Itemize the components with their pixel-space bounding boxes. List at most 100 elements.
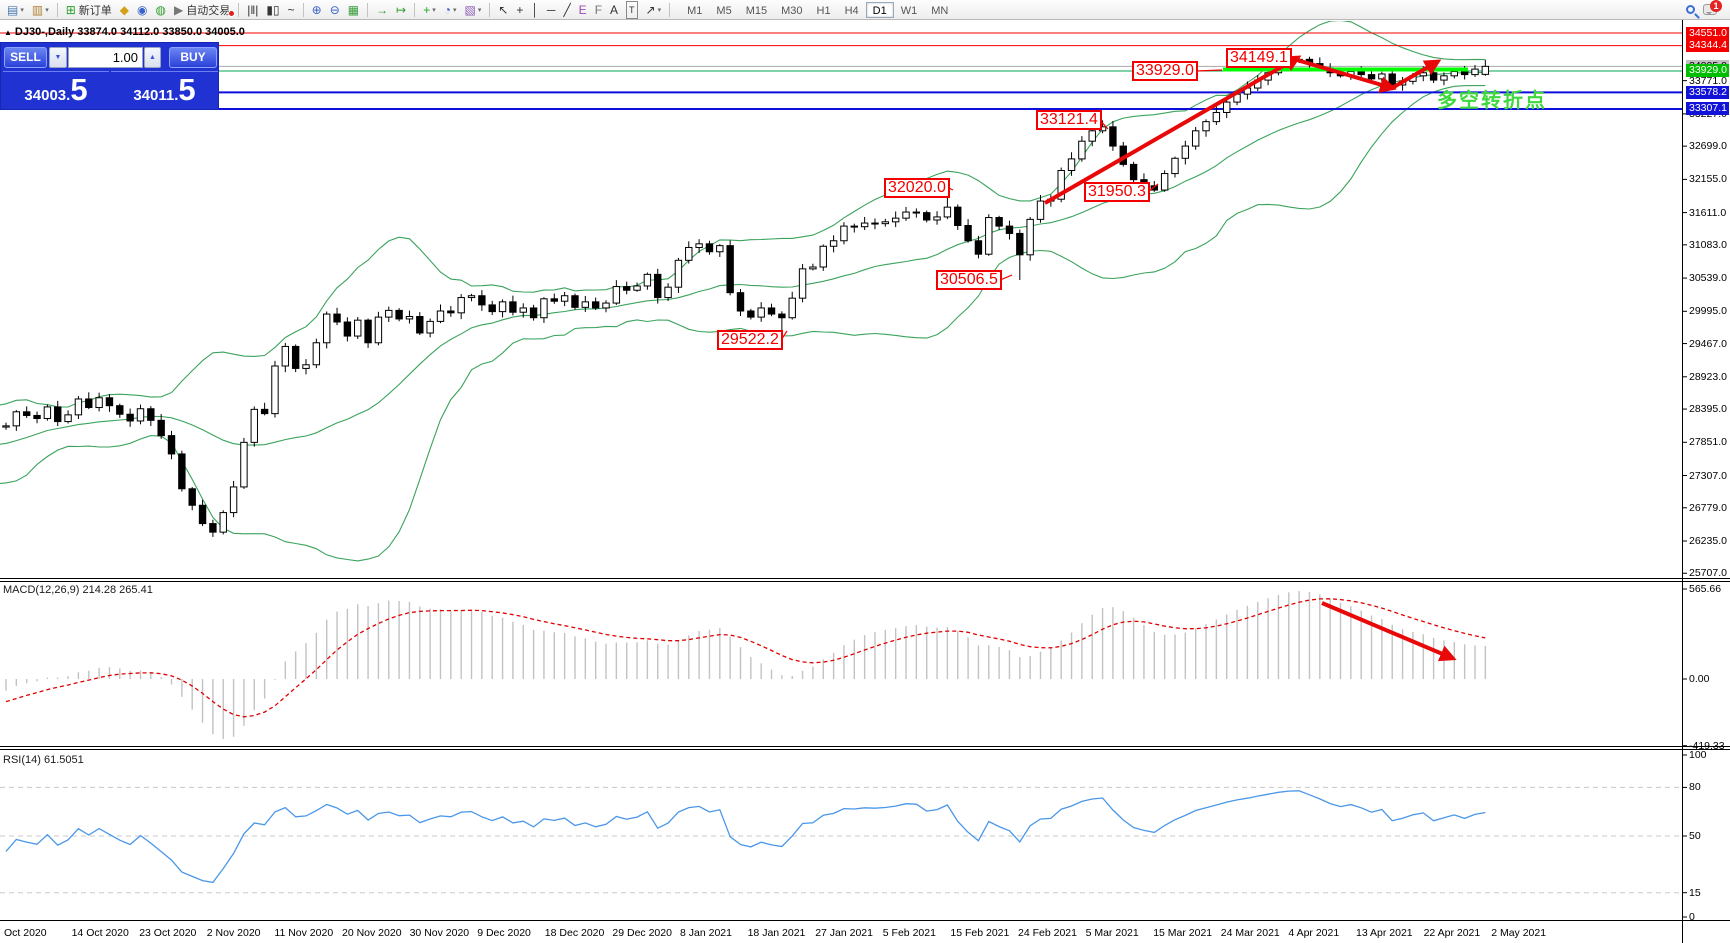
navigator-icon: ◆	[119, 2, 130, 17]
fibonacci-icon[interactable]: F	[591, 1, 606, 18]
volume-increase-button[interactable]: ▲	[144, 47, 161, 68]
timeframe-h1[interactable]: H1	[816, 4, 831, 17]
crosshair-icon: +	[516, 2, 524, 17]
buy-button[interactable]: BUY	[169, 47, 217, 68]
price-axis[interactable]	[1682, 20, 1730, 943]
terminal-icon[interactable]: ◉	[133, 1, 151, 18]
autotrading-icon: ▶	[173, 2, 184, 17]
timeframe-m1[interactable]: M1	[687, 4, 703, 17]
new-chart-dropdown-icon[interactable]: ▾	[20, 6, 24, 14]
autotrading-button[interactable]: ▶ 自动交易	[170, 1, 236, 18]
price-annotation[interactable]: 30506.5	[936, 270, 1002, 291]
crosshair-icon[interactable]: +	[512, 1, 527, 18]
trendline-icon: ╱	[563, 2, 571, 17]
toolbar-separator	[367, 2, 369, 17]
toolbar-separator	[489, 2, 491, 17]
timeframe-h4[interactable]: H4	[844, 4, 859, 17]
tile-windows-icon[interactable]: ▦	[344, 1, 363, 18]
text-label-icon[interactable]: T	[622, 0, 642, 19]
price-annotation[interactable]: 31950.3	[1084, 181, 1150, 202]
zoom-in-icon[interactable]: ⊕	[308, 1, 326, 18]
price-annotation[interactable]: 32020.0	[884, 177, 950, 198]
templates-icon: ▧	[464, 2, 476, 17]
candlestick-chart-icon[interactable]: ▮▯	[262, 1, 283, 18]
indicators-icon[interactable]: + ▾	[419, 1, 440, 18]
text-label-icon: T	[626, 0, 638, 19]
timeframe-m15[interactable]: M15	[745, 4, 768, 17]
sell-button[interactable]: SELL	[4, 47, 47, 68]
price-annotation[interactable]: 34149.1	[1226, 47, 1292, 68]
symbol-marker-icon: ▲	[4, 28, 12, 37]
profiles-dropdown-icon[interactable]: ▾	[45, 6, 49, 14]
periods-icon: ◔	[443, 2, 451, 17]
profiles-icon[interactable]: ▥ ▾	[28, 1, 53, 18]
buy-price[interactable]: 34011.5	[111, 71, 218, 109]
price-annotation[interactable]: 29522.2	[717, 330, 783, 351]
bar-chart-icon: |‖|	[247, 2, 259, 17]
autotrading-disabled-dot	[228, 10, 236, 17]
horizontal-line-icon[interactable]: ─	[543, 1, 560, 18]
toolbar-separator	[56, 2, 58, 17]
signals-icon: ◍	[155, 2, 166, 17]
auto-scroll-icon: →	[376, 2, 389, 17]
cursor-icon[interactable]: ↖	[494, 1, 512, 18]
notifications-icon[interactable]: 1	[1699, 0, 1722, 18]
navigator-icon[interactable]: ◆	[116, 1, 133, 18]
turning-point-note[interactable]: 多空转折点	[1437, 90, 1547, 112]
new-chart-icon[interactable]: ▤ ▾	[3, 1, 28, 18]
timeframe-m30[interactable]: M30	[781, 4, 803, 17]
auto-scroll-icon[interactable]: →	[372, 1, 392, 18]
vertical-line-icon: │	[531, 2, 539, 17]
price-annotation[interactable]: 33929.0	[1132, 60, 1198, 81]
equidistant-channel-icon: E	[578, 2, 587, 17]
trendline-icon[interactable]: ╱	[559, 1, 574, 18]
timeframe-d1[interactable]: D1	[865, 1, 894, 18]
text-icon[interactable]: A	[606, 1, 622, 18]
zoom-out-icon[interactable]: ⊖	[326, 1, 344, 18]
search-icon[interactable]	[1682, 1, 1699, 18]
trend-arrow	[1390, 59, 1442, 90]
templates-dropdown-icon[interactable]: ▾	[477, 6, 482, 14]
fibonacci-icon: F	[594, 2, 603, 17]
toolbar-separator	[414, 2, 416, 17]
tile-windows-icon: ▦	[347, 2, 360, 17]
toolbar-separator	[238, 2, 240, 17]
terminal-icon: ◉	[137, 2, 148, 17]
volume-decrease-button[interactable]: ▼	[49, 47, 67, 68]
new-order-label: 新订单	[78, 4, 112, 17]
rsi-label: RSI(14) 61.5051	[3, 754, 84, 766]
new-order-button[interactable]: ⊞ 新订单	[62, 1, 116, 18]
timeframe-mn[interactable]: MN	[931, 4, 949, 17]
chart-shift-icon[interactable]: ↦	[392, 1, 410, 18]
toolbar-separator	[669, 2, 671, 17]
zoom-in-icon: ⊕	[311, 2, 322, 17]
timeframe-w1[interactable]: W1	[900, 4, 918, 17]
line-chart-icon: ~	[287, 2, 295, 17]
volume-input[interactable]: 1.00	[68, 47, 143, 68]
chart-shift-icon: ↦	[396, 2, 407, 17]
periods-icon[interactable]: ◔ ▾	[440, 1, 461, 18]
periods-dropdown-icon[interactable]: ▾	[452, 6, 457, 14]
templates-icon[interactable]: ▧ ▾	[460, 1, 485, 18]
signals-icon[interactable]: ◍	[152, 1, 170, 18]
trend-arrow	[1296, 58, 1397, 93]
new-chart-icon: ▤	[7, 2, 19, 17]
one-click-trading-panel: SELL ▼ 1.00 ▲ BUY 34003.5 34011.5	[0, 42, 219, 110]
date-axis[interactable]	[0, 921, 1682, 943]
candles	[2, 54, 1490, 537]
timeframe-m5[interactable]: M5	[716, 4, 732, 17]
indicators-dropdown-icon[interactable]: ▾	[432, 6, 436, 14]
candlestick-chart-icon: ▮▯	[266, 2, 280, 17]
price-annotation[interactable]: 33121.4	[1036, 110, 1102, 131]
arrows-icon[interactable]: ↗ ▾	[642, 1, 666, 18]
trend-arrow	[1321, 601, 1457, 662]
line-chart-icon[interactable]: ~	[284, 1, 299, 18]
equidistant-channel-icon[interactable]: E	[575, 1, 591, 18]
arrows-dropdown-icon[interactable]: ▾	[657, 6, 662, 14]
toolbar-separator	[302, 2, 304, 17]
arrows-icon: ↗	[645, 2, 656, 17]
sell-price[interactable]: 34003.5	[3, 71, 109, 109]
vertical-line-icon[interactable]: │	[527, 1, 543, 18]
bar-chart-icon[interactable]: |‖|	[243, 1, 262, 18]
